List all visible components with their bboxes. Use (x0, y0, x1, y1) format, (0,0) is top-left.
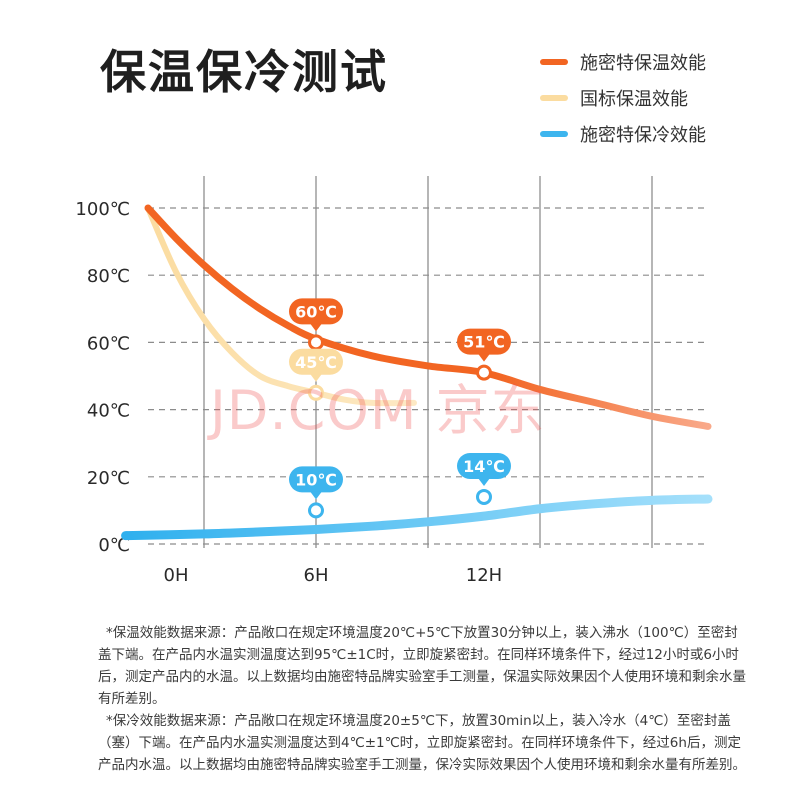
data-label-pointer (310, 323, 322, 332)
footnote-cold: *保冷效能数据来源：产品敞口在规定环境温度20±5℃下，放置30min以上，装入… (98, 713, 746, 773)
data-label-callout: 10℃ (289, 466, 343, 519)
legend-swatch-icon (540, 59, 568, 65)
data-label-callout: 51℃ (457, 328, 511, 381)
chart-legend: 施密特保温效能 国标保温效能 施密特保冷效能 (540, 44, 790, 152)
axis-layer: 100℃ 80℃ 60℃ 40℃ 20℃ 0℃ 0H 6H 12H (75, 199, 502, 586)
legend-item-national-standard: 国标保温效能 (540, 80, 790, 116)
data-point-marker (308, 334, 324, 351)
legend-label: 施密特保冷效能 (580, 125, 706, 146)
y-tick-label: 20℃ (87, 468, 130, 489)
data-label: 10℃ (295, 470, 337, 489)
data-label: 51℃ (463, 333, 505, 352)
y-tick-label: 80℃ (87, 266, 130, 287)
y-tick-label: 60℃ (87, 333, 130, 354)
data-label: 60℃ (295, 302, 337, 321)
data-point-marker (308, 384, 324, 401)
data-label-bubble (289, 348, 343, 375)
y-tick-label: 40℃ (87, 401, 130, 422)
legend-item-schmidt-cold: 施密特保冷效能 (540, 116, 790, 152)
data-label-pointer (310, 373, 322, 382)
y-tick-label: 0℃ (98, 535, 130, 556)
grid-layer (148, 176, 708, 548)
series-line-schmidt-heat (144, 204, 712, 430)
data-label-pointer (478, 353, 490, 362)
footnote-heat: *保温效能数据来源：产品敞口在规定环境温度20℃+5℃下放置30分钟以上，装入沸… (98, 625, 746, 707)
data-label-bubble (289, 298, 343, 325)
data-label-bubble (457, 452, 511, 479)
series-line-national-standard (145, 205, 417, 407)
page-title: 保温保冷测试 (100, 45, 388, 99)
x-tick-label: 0H (164, 565, 189, 586)
y-tick-label: 100℃ (75, 199, 130, 220)
data-label-callout: 60℃ (289, 298, 343, 351)
x-tick-label: 12H (466, 565, 502, 586)
data-point-marker (476, 364, 492, 381)
data-label-pointer (478, 477, 490, 486)
legend-label: 施密特保温效能 (580, 53, 706, 74)
data-label: 14℃ (463, 457, 505, 476)
data-label-bubble (289, 466, 343, 493)
data-label-callout: 45℃ (289, 348, 343, 401)
series-line-schmidt-cold (121, 494, 713, 541)
series-layer (121, 204, 713, 541)
legend-label: 国标保温效能 (580, 89, 688, 110)
data-label: 45℃ (295, 353, 337, 372)
legend-item-schmidt-heat: 施密特保温效能 (540, 44, 790, 80)
data-point-marker (308, 502, 324, 519)
temperature-chart: 100℃ 80℃ 60℃ 40℃ 20℃ 0℃ 0H 6H 12H 60℃ 51℃ 45℃ 10℃ 14… (75, 176, 713, 586)
data-label-pointer (310, 491, 322, 500)
legend-swatch-icon (540, 95, 568, 101)
data-label-callout: 14℃ (457, 452, 511, 505)
legend-swatch-icon (540, 131, 568, 137)
data-point-marker (476, 488, 492, 505)
annotation-layer: 60℃ 51℃ 45℃ 10℃ 14℃ (289, 298, 511, 519)
x-tick-label: 6H (304, 565, 329, 586)
data-label-bubble (457, 328, 511, 355)
footnotes: *保温效能数据来源：产品敞口在规定环境温度20℃+5℃下放置30分钟以上，装入沸… (98, 622, 748, 776)
